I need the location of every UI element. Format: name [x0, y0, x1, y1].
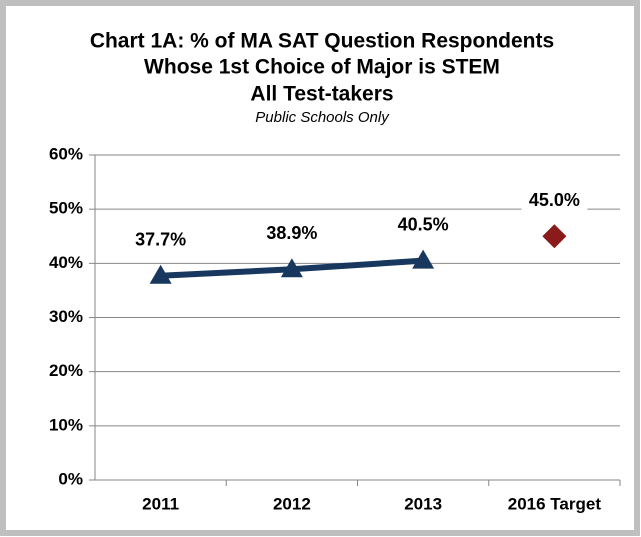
y-tick-label: 20% [49, 361, 83, 380]
y-tick-label: 60% [49, 144, 83, 163]
triangle-marker [412, 249, 435, 269]
y-tick-label: 40% [49, 253, 83, 272]
label-bg [521, 188, 588, 215]
y-tick-label: 50% [49, 199, 83, 218]
chart-subtitle: Public Schools Only [255, 109, 390, 126]
chart-title: Whose 1st Choice of Major is STEM [144, 56, 500, 79]
label-bg [390, 212, 457, 239]
triangle-marker [149, 264, 172, 284]
data-label: 45.0% [529, 190, 580, 210]
x-tick-label: 2013 [404, 494, 442, 513]
diamond-marker [542, 224, 567, 249]
data-label: 40.5% [398, 214, 449, 234]
x-tick-label: 2012 [273, 494, 311, 513]
triangle-marker [280, 258, 303, 278]
data-label: 38.9% [266, 223, 317, 243]
y-tick-label: 0% [58, 469, 83, 488]
x-tick-label: 2011 [142, 494, 179, 513]
y-tick-label: 30% [49, 307, 83, 326]
chart-title: All Test-takers [250, 83, 393, 106]
chart-title: Chart 1A: % of MA SAT Question Responden… [90, 30, 554, 53]
label-bg [258, 221, 325, 248]
x-tick-label: 2016 Target [508, 494, 602, 513]
y-tick-label: 10% [49, 415, 83, 434]
label-bg [127, 227, 194, 254]
data-label: 37.7% [135, 230, 186, 250]
